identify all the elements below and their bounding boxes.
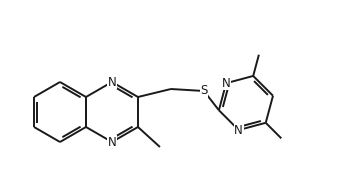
Text: N: N [234, 123, 243, 137]
Text: N: N [222, 77, 230, 90]
Text: S: S [200, 84, 208, 98]
Text: N: N [108, 136, 116, 148]
Text: N: N [108, 75, 116, 89]
